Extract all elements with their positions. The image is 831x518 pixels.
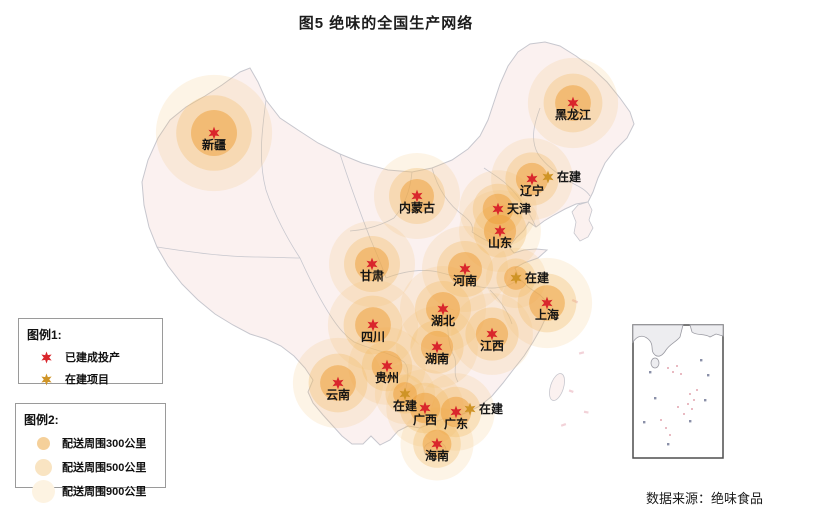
legend2-item-500km-label: 配送周围500公里 (62, 462, 147, 474)
built-star-icon (27, 351, 65, 364)
legend2-item-900km: 配送周围900公里 (24, 479, 157, 503)
delivery-ring-hainan (422, 429, 452, 459)
data-source: 数据来源：绝味食品 (645, 491, 763, 506)
under-construction-star-icon (27, 373, 65, 386)
delivery-ring-gansu (355, 247, 389, 281)
legend1-item-built-label: 已建成投产 (65, 352, 120, 364)
inset-island-dots (643, 359, 710, 446)
korea-peninsula (571, 201, 594, 242)
sea-reef-marks (560, 298, 589, 427)
legend1-title: 图例1: (27, 328, 62, 342)
legend1-item-built: 已建成投产 (27, 346, 154, 368)
delivery-ring-henan (448, 252, 482, 286)
legend2-title: 图例2: (24, 413, 59, 427)
delivery-ring-sichuan (355, 307, 391, 343)
radius-900km-circle-icon (24, 479, 62, 503)
legend1-item-under: 在建项目 (27, 368, 154, 390)
legend2-item-900km-label: 配送周围900公里 (62, 486, 147, 498)
delivery-ring-guangxi (409, 392, 441, 424)
delivery-ring-neimenggu (400, 179, 434, 213)
delivery-ring-jiangxi (475, 317, 509, 351)
south-china-sea-inset (632, 324, 724, 459)
delivery-ring-huadong-under (504, 266, 528, 290)
china-landmass (141, 41, 635, 446)
legend2-item-300km: 配送周围300公里 (24, 431, 157, 455)
province-borders (156, 99, 591, 393)
delivery-ring-liaoning (515, 162, 549, 196)
legend2-item-500km: 配送周围500公里 (24, 455, 157, 479)
delivery-ring-guizhou (371, 350, 403, 382)
legend-delivery-radius: 图例2: 配送周围300公里 配送周围500公里 配送周围900公里 (15, 403, 166, 503)
delivery-ring-xinjiang (191, 110, 237, 156)
radius-500km-circle-icon (24, 458, 62, 476)
legend1-item-under-label: 在建项目 (65, 374, 109, 386)
delivery-ring-hunan (420, 330, 454, 364)
taiwan-island (549, 373, 565, 401)
delivery-ring-hubei (426, 292, 460, 326)
legend-markers: 图例1: 已建成投产 在建项目 (18, 318, 163, 386)
delivery-ring-shandong (483, 214, 517, 248)
legend2-item-300km-label: 配送周围300公里 (62, 438, 147, 450)
delivery-ring-heilongjiang (555, 85, 591, 121)
delivery-ring-yunnan (320, 365, 356, 401)
figure-title: 图5 绝味的全国生产网络 (298, 15, 474, 32)
delivery-ring-shanghai (529, 285, 565, 321)
radius-300km-circle-icon (24, 436, 62, 450)
delivery-ring-guangdong (440, 396, 472, 428)
